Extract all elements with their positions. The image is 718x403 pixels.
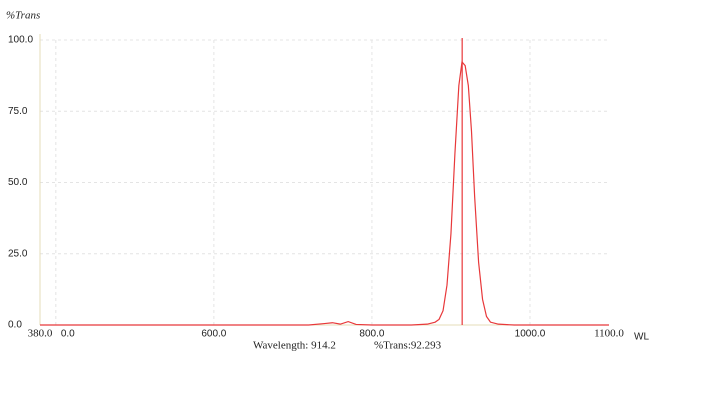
cursor-wavelength: Wavelength: 914.2 <box>253 340 336 352</box>
y-tick-label: 75.0 <box>8 106 28 117</box>
x-tick-label: 380.0 <box>28 328 53 340</box>
cursor-trans: %Trans:92.293 <box>374 340 442 352</box>
x-axis-label: WL <box>634 332 649 343</box>
y-tick-label: 25.0 <box>8 248 28 259</box>
x-tick-label: 600.0 <box>201 329 226 340</box>
spectrum-line <box>40 60 609 326</box>
x-tick-label: 0.0 <box>61 329 75 340</box>
x-tick-label: 1100.0 <box>594 328 624 340</box>
x-tick-label: 800.0 <box>359 329 384 340</box>
x-tick-label: 1000.0 <box>515 329 546 340</box>
y-tick-label: 100.0 <box>8 35 33 46</box>
y-tick-label: 0.0 <box>8 320 22 331</box>
y-axis-label: %Trans <box>6 10 40 22</box>
y-tick-label: 50.0 <box>8 177 28 188</box>
